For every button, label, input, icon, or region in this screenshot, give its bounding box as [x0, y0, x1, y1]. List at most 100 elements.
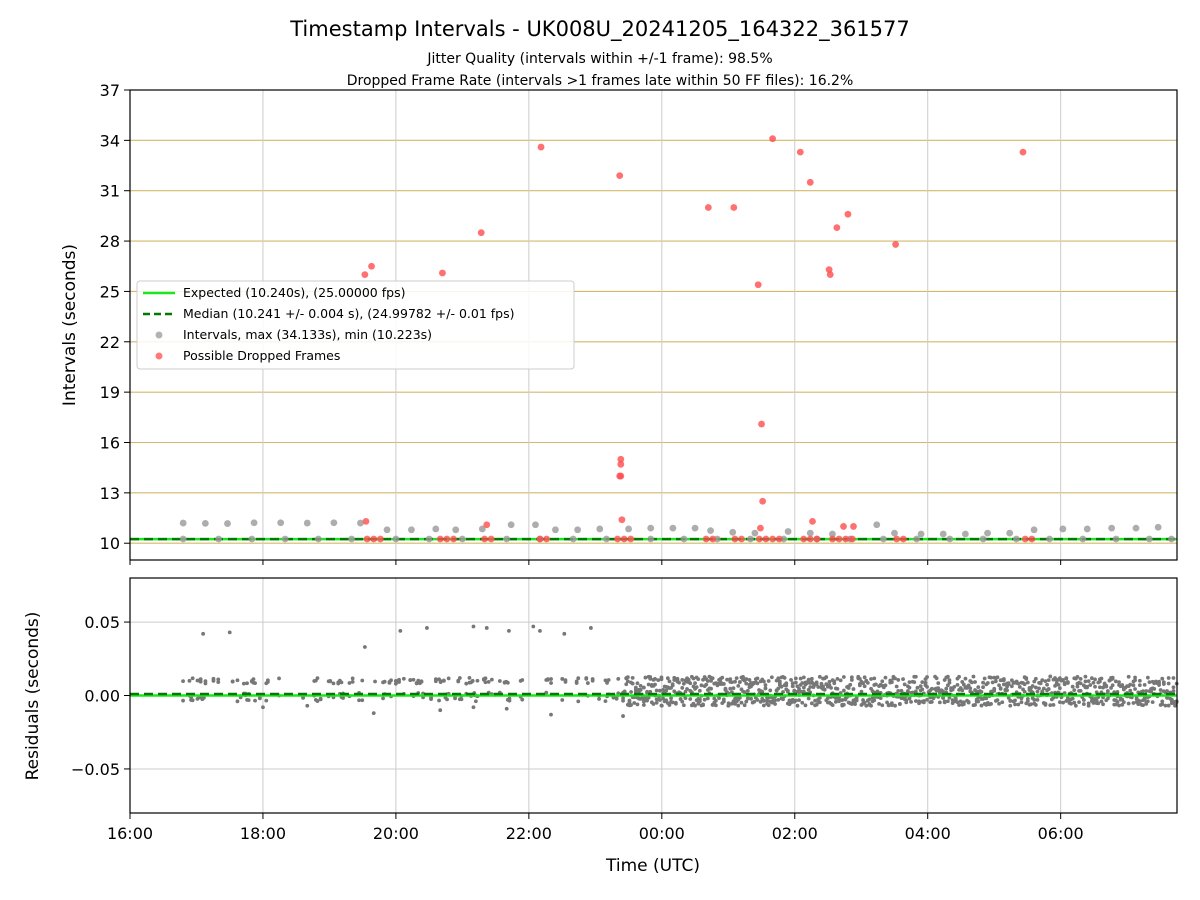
dropped-frame-point: [833, 224, 841, 232]
residuals-y-axis-label: Residuals (seconds): [23, 612, 43, 781]
intervals-y-tick-label: 25: [100, 282, 120, 301]
residual-point: [731, 686, 736, 691]
residual-point: [758, 699, 763, 704]
residual-point: [1056, 682, 1061, 687]
residual-point: [1057, 686, 1062, 691]
residual-point: [697, 699, 702, 704]
residual-point: [1006, 682, 1011, 687]
residual-point: [920, 687, 925, 692]
residual-point: [952, 684, 957, 689]
residual-point: [789, 700, 793, 705]
residual-point: [616, 691, 621, 696]
residual-outlier-point: [471, 624, 476, 629]
residual-point: [1121, 700, 1126, 705]
intervals-y-tick-label: 28: [100, 232, 120, 251]
residual-point: [784, 681, 789, 686]
residual-point: [357, 698, 361, 703]
residual-point: [1115, 700, 1120, 704]
residual-point: [339, 680, 344, 685]
residual-point: [1097, 685, 1102, 690]
interval-point: [1112, 535, 1120, 543]
residual-point: [467, 675, 472, 680]
residual-point: [817, 700, 822, 705]
residual-point: [929, 686, 934, 691]
dropped-frame-point: [813, 535, 821, 543]
dropped-frame-point: [362, 517, 370, 525]
residual-outlier-point: [589, 626, 593, 630]
residual-point: [1033, 685, 1038, 690]
residual-point: [790, 681, 795, 686]
residual-point: [893, 676, 897, 681]
residual-point: [744, 699, 749, 704]
residual-point: [624, 682, 629, 687]
residual-point: [981, 685, 985, 690]
residual-point: [984, 696, 989, 701]
residual-point: [507, 698, 512, 703]
dropped-frame-point: [769, 135, 777, 143]
residual-point: [1064, 676, 1069, 681]
residual-point: [1141, 703, 1145, 708]
dropped-frame-point: [848, 535, 856, 543]
intervals-plot: 10 13 16 19 22 25 28 31 34 37 Intervals (seconds)…: [60, 81, 1178, 565]
legend-intervals-marker: [155, 331, 163, 339]
residual-point: [973, 702, 977, 707]
residual-point: [1169, 697, 1174, 702]
residual-point: [216, 680, 221, 685]
residual-point: [755, 681, 760, 686]
interval-point: [939, 530, 947, 538]
residual-outlier-point: [398, 628, 403, 633]
residual-point: [870, 689, 875, 694]
residual-point: [187, 678, 192, 683]
residual-point: [1016, 702, 1021, 707]
residual-point: [216, 677, 221, 682]
residual-point: [1166, 681, 1171, 686]
residual-point: [841, 675, 846, 679]
intervals-y-tick-label: 13: [100, 484, 120, 503]
residual-point: [397, 677, 401, 682]
residual-point: [913, 674, 918, 679]
residual-point: [832, 681, 837, 686]
interval-point: [1154, 523, 1162, 531]
residual-point: [917, 699, 921, 704]
residual-point: [995, 675, 1000, 680]
residual-point: [925, 684, 929, 689]
residual-point: [869, 703, 873, 708]
residual-point: [1065, 681, 1070, 685]
residual-point: [336, 681, 341, 686]
residual-point: [838, 678, 843, 683]
residual-point: [235, 678, 240, 683]
residual-point: [1120, 683, 1125, 687]
residual-point: [1064, 699, 1069, 703]
residual-point: [744, 681, 749, 686]
residual-point: [782, 676, 787, 680]
residual-point: [1001, 682, 1006, 687]
dropped-frame-point: [892, 241, 899, 248]
residual-point: [1171, 676, 1176, 680]
residual-point: [625, 679, 630, 684]
residual-point: [830, 703, 835, 708]
residual-point: [680, 686, 685, 690]
residual-point: [350, 676, 355, 681]
dropped-frame-point: [487, 535, 495, 543]
residual-point: [401, 676, 406, 681]
interval-point: [1108, 524, 1116, 532]
residual-point: [889, 703, 894, 708]
interval-point: [603, 535, 610, 543]
residual-point: [974, 689, 979, 694]
residual-point: [347, 681, 352, 685]
residual-point: [606, 678, 611, 682]
residual-point: [1160, 699, 1165, 704]
residual-point: [544, 690, 549, 695]
residual-point: [653, 682, 657, 687]
residual-point: [957, 703, 961, 707]
residual-point: [393, 681, 398, 686]
residual-point: [670, 682, 675, 687]
residual-point: [640, 696, 645, 701]
residual-point: [848, 682, 853, 687]
residual-point: [717, 696, 721, 701]
residual-point: [670, 700, 675, 705]
residual-point: [1030, 684, 1035, 688]
x-tick-label: 16:00: [107, 824, 153, 843]
residual-point: [277, 676, 281, 681]
residual-point: [654, 688, 659, 693]
